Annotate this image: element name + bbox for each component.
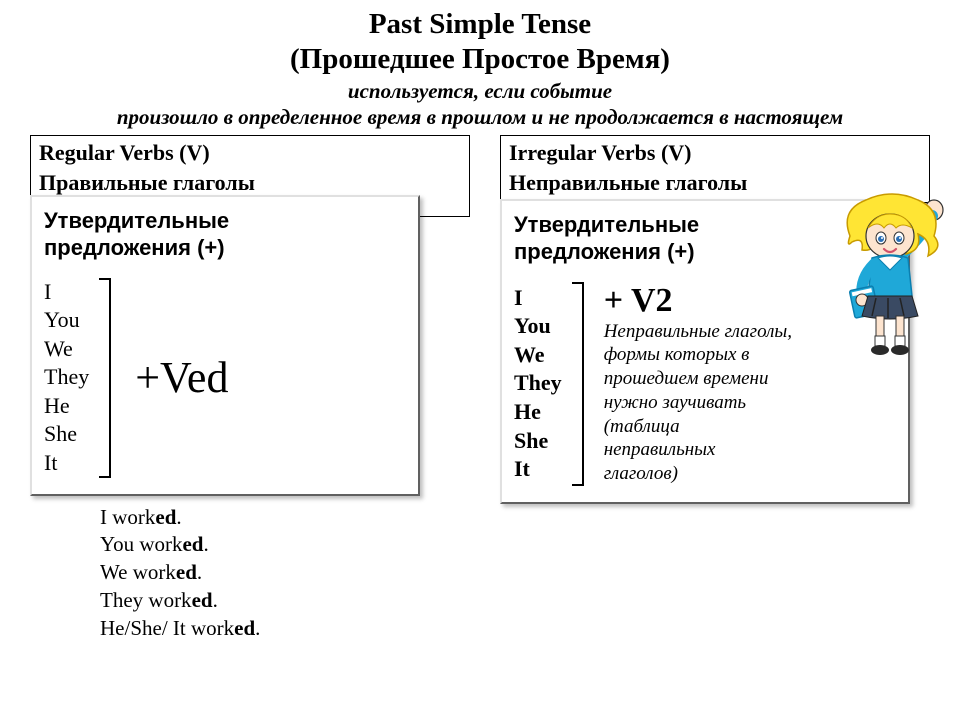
title-english: Past Simple Tense (0, 8, 960, 41)
pronoun: She (514, 427, 562, 456)
example-row: You worked. (100, 531, 470, 559)
example-row: We worked. (100, 559, 470, 587)
worked-examples: I worked. You worked. We worked. They wo… (100, 504, 470, 643)
note-line: Неправильные глаголы, (604, 321, 792, 342)
affirmative-title-r2: предложения (+) (514, 239, 695, 264)
usage-text: используется, если событие произошло в о… (0, 78, 960, 131)
regular-verbs-ru: Правильные глаголы (39, 170, 461, 196)
pronoun: He (514, 398, 562, 427)
pronoun: They (44, 363, 89, 392)
affirmative-title-l1: Утвердительные (44, 208, 229, 233)
pronoun: I (44, 278, 89, 307)
usage-line2: произошло в определенное время в прошлом… (117, 105, 843, 129)
bracket-left (97, 278, 111, 478)
cartoon-girl-icon (832, 192, 952, 362)
affirmative-title-l2: предложения (+) (44, 235, 225, 260)
pronoun: He (44, 392, 89, 421)
pronoun: It (44, 449, 89, 478)
example-row: He/She/ It worked. (100, 615, 470, 643)
pronouns-right: I You We They He She It (514, 284, 570, 484)
note-line: прошедшем времени (604, 368, 769, 389)
pronoun: You (514, 312, 562, 341)
regular-verbs-panel: Утвердительные предложения (+) I You We … (30, 195, 420, 496)
bracket-right (570, 282, 584, 486)
pronoun: It (514, 455, 562, 484)
note-line: глаголов) (604, 463, 678, 484)
note-line: формы которых в (604, 344, 750, 365)
pronoun: We (514, 341, 562, 370)
regular-verbs-column: Regular Verbs (V) Правильные глаголы Утв… (30, 135, 470, 643)
formula-ved: +Ved (135, 352, 228, 403)
pronoun: She (44, 420, 89, 449)
usage-line1: используется, если событие (348, 79, 612, 103)
formula-v2: + V2 (604, 282, 794, 320)
example-row: They worked. (100, 587, 470, 615)
note-line: нужно заучивать (604, 392, 746, 413)
regular-verbs-en: Regular Verbs (V) (39, 140, 461, 166)
pronoun: I (514, 284, 562, 313)
title-russian: (Прошедшее Простое Время) (0, 43, 960, 76)
affirmative-title-left: Утвердительные предложения (+) (44, 207, 408, 262)
pronoun: We (44, 335, 89, 364)
affirmative-title-r1: Утвердительные (514, 212, 699, 237)
pronouns-left: I You We They He She It (44, 278, 97, 478)
pronoun: You (44, 306, 89, 335)
example-row: I worked. (100, 504, 470, 532)
irregular-note: Неправильные глаголы, формы которых в пр… (604, 320, 794, 486)
irregular-verbs-en: Irregular Verbs (V) (509, 140, 921, 166)
pronoun: They (514, 369, 562, 398)
note-line: (таблица неправильных (604, 416, 716, 461)
